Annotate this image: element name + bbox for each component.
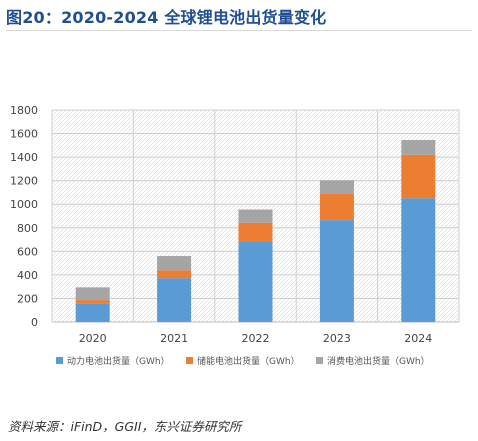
bar-segment-2023-s0 — [319, 220, 354, 322]
bar-segment-2023-s2 — [319, 180, 354, 194]
y-tick-label: 200 — [17, 292, 38, 305]
y-tick-label: 1400 — [10, 151, 38, 164]
page-title: 图20：2020-2024 全球锂电池出货量变化 — [6, 8, 327, 27]
bar-segment-2023-s1 — [319, 193, 354, 221]
x-tick-label: 2023 — [323, 332, 351, 345]
y-tick-label: 0 — [31, 316, 38, 329]
y-tick-label: 1000 — [10, 198, 38, 211]
bar-segment-2021-s1 — [157, 270, 192, 279]
y-tick-label: 1600 — [10, 128, 38, 141]
bar-segment-2022-s1 — [238, 222, 273, 242]
x-tick-label: 2022 — [242, 332, 270, 345]
bar-segment-2024-s1 — [401, 154, 436, 199]
y-tick-label: 600 — [17, 245, 38, 258]
bar-segment-2021-s2 — [157, 256, 192, 271]
y-tick-label: 1200 — [10, 175, 38, 188]
y-tick-label: 800 — [17, 222, 38, 235]
bar-segment-2022-s0 — [238, 241, 273, 322]
y-tick-label: 1800 — [10, 104, 38, 117]
y-tick-label: 400 — [17, 269, 38, 282]
bar-segment-2020-s0 — [75, 303, 110, 322]
legend-swatch — [186, 357, 193, 364]
legend-label: 储能电池出货量（GWh） — [197, 355, 300, 367]
x-tick-label: 2020 — [79, 332, 107, 345]
bar-segment-2021-s0 — [157, 278, 192, 322]
legend-label: 消费电池出货量（GWh） — [327, 355, 430, 367]
bar-segment-2020-s1 — [75, 300, 110, 304]
legend-swatch — [56, 357, 63, 364]
bar-segment-2020-s2 — [75, 287, 110, 301]
x-tick-label: 2024 — [404, 332, 432, 345]
stacked-bar-chart: 0 200 400 600 800 1000 1200 1400 1600 1800 2020 20… — [10, 104, 460, 367]
legend-label: 动力电池出货量（GWh） — [67, 355, 170, 367]
bar-segment-2024-s2 — [401, 140, 436, 155]
x-tick-label: 2021 — [160, 332, 188, 345]
bar-segment-2024-s0 — [401, 198, 436, 322]
title-divider — [6, 30, 472, 31]
bar-segment-2022-s2 — [238, 209, 273, 223]
legend-swatch — [316, 357, 323, 364]
source-note: 资料来源：iFinD，GGII，东兴证券研究所 — [8, 419, 242, 434]
